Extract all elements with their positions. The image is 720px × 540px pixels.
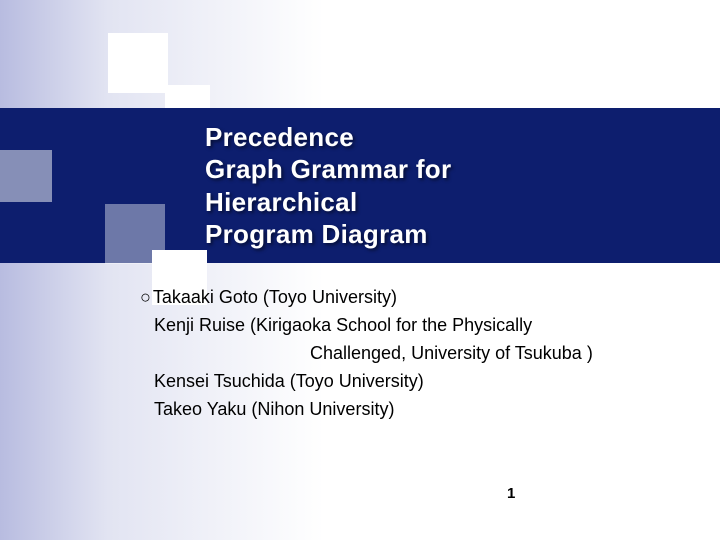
title-line-4: Program Diagram [205,219,428,249]
title-line-3: Hierarchical [205,187,357,217]
page-number: 1 [507,485,515,502]
deco-square-1 [108,33,168,93]
slide-title: Precedence Graph Grammar for Hierarchica… [0,121,451,251]
title-line-1: Precedence [205,122,354,152]
authors-block: Takaaki Goto (Toyo University) Kenji Rui… [140,284,700,423]
title-line-2: Graph Grammar for [205,154,451,184]
author-1: Takaaki Goto (Toyo University) [140,284,700,312]
author-2: Kenji Ruise (Kirigaoka School for the Ph… [140,312,700,340]
deco-square-3 [0,150,52,202]
author-4: Takeo Yaku (Nihon University) [140,396,700,424]
author-3: Kensei Tsuchida (Toyo University) [140,368,700,396]
author-2-cont: Challenged, University of Tsukuba ) [140,340,700,368]
